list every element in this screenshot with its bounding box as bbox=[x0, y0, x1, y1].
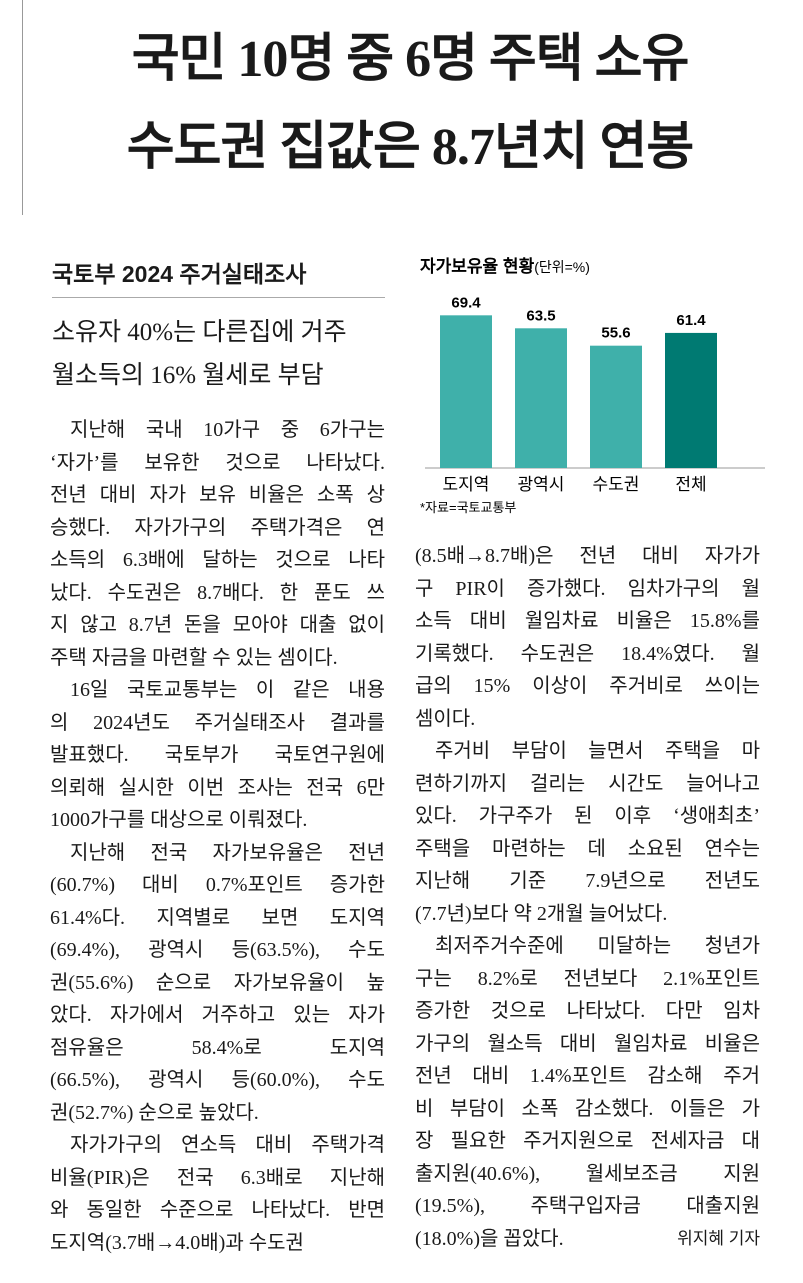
text-line: 급의 15% 이상이 주거비로 쓰이는 bbox=[415, 675, 760, 697]
kicker: 국토부 2024 주거실태조사 bbox=[52, 261, 307, 287]
text-line: 출지원(40.6%), 월세보조금 지원 bbox=[415, 1162, 760, 1185]
text-line: 증가한 것으로 나타났다. 다만 임차 bbox=[415, 1000, 760, 1022]
text-line: 의뢰해 실시한 이번 조사는 전국 6만 bbox=[50, 776, 385, 799]
rule bbox=[52, 297, 385, 298]
text-line: 셈이다. bbox=[415, 707, 476, 730]
bar bbox=[665, 332, 717, 468]
text-line: (8.5배→8.7배)은 전년 대비 자가가 bbox=[415, 545, 760, 567]
category-label: 도지역 bbox=[443, 475, 490, 494]
bar bbox=[440, 315, 492, 468]
text-line: 의 2024년도 주거실태조사 결과를 bbox=[50, 711, 385, 734]
text-line: 도지역(3.7배→4.0배)과 수도권 bbox=[50, 1231, 304, 1254]
text-line: 16일 국토교통부는 이 같은 내용 bbox=[70, 679, 385, 701]
text-line: 최저주거수준에 미달하는 청년가 bbox=[435, 935, 760, 957]
chart-title: 자가보유율 현황 bbox=[420, 257, 535, 276]
text-line: 았다. 자가에서 거주하고 있는 자가 bbox=[50, 1004, 385, 1026]
category-label: 광역시 bbox=[518, 475, 565, 494]
text-line: 자가가구의 연소득 대비 주택가격 bbox=[70, 1134, 385, 1156]
text-line: 가구의 월소득 대비 월임차료 비율은 bbox=[415, 1032, 760, 1055]
headline: 수도권 집값은 8.7년치 연봉 bbox=[126, 119, 694, 176]
text-line: 지난해 기준 7.9년으로 전년도 bbox=[415, 870, 760, 892]
text-line: (69.4%), 광역시 등(63.5%), 수도 bbox=[50, 939, 385, 961]
text-line: (18.0%)을 꼽았다. bbox=[415, 1227, 564, 1250]
text-line: 점유율은 58.4%로 도지역 bbox=[50, 1036, 385, 1059]
text-line: 주거비 부담이 늘면서 주택을 마 bbox=[435, 740, 760, 762]
text-line: 장 필요한 주거지원으로 전세자금 대 bbox=[415, 1130, 760, 1152]
text-line: 1000가구를 대상으로 이뤄졌다. bbox=[50, 809, 308, 831]
text-line: 비율(PIR)은 전국 6.3배로 지난해 bbox=[50, 1166, 385, 1189]
byline: 위지혜 기자 bbox=[677, 1228, 760, 1248]
text-line: 났다. 수도권은 8.7배다. 한 푼도 쓰 bbox=[50, 581, 385, 604]
text-line: 지난해 전국 자가보유율은 전년 bbox=[70, 841, 385, 864]
bar bbox=[590, 345, 642, 468]
text-line: 구 PIR이 증가했다. 임차가구의 월 bbox=[415, 577, 760, 600]
text-line: 주택 자금을 마련할 수 있는 셈이다. bbox=[50, 646, 338, 669]
text-line: 전년 대비 자가 보유 비율은 소폭 상 bbox=[50, 484, 385, 506]
text-line: 지난해 국내 10가구 중 6가구는 bbox=[70, 419, 385, 441]
data-label: 69.4 bbox=[451, 294, 481, 311]
text-line: 권(55.6%) 순으로 자가보유율이 높 bbox=[50, 971, 385, 994]
subhead: 소유자 40%는 다른집에 거주 bbox=[52, 319, 347, 346]
category-label: 수도권 bbox=[593, 475, 640, 494]
text-line: 비 부담이 소폭 감소했다. 이들은 가 bbox=[415, 1097, 760, 1120]
column: 지난해 국내 10가구 중 6가구는 ‘자가’를 보유한 것으로 나타났다. 전년 … bbox=[50, 414, 385, 1259]
text-line: 권(52.7%) 순으로 높았다. bbox=[50, 1101, 259, 1124]
subhead: 월소득의 16% 월세로 부담 bbox=[52, 362, 324, 389]
text-line: ‘자가’를 보유한 것으로 나타났다. bbox=[50, 451, 385, 474]
text-line: 와 동일한 수준으로 나타났다. 반면 bbox=[50, 1199, 385, 1221]
text-line: 소득 대비 월임차료 비율은 15.8%를 bbox=[415, 610, 760, 632]
text-line: (66.5%), 광역시 등(60.0%), 수도 bbox=[50, 1069, 385, 1091]
text-line: 있다. 가구주가 된 이후 ‘생애최초’ bbox=[415, 805, 760, 827]
text-line: 61.4%다. 지역별로 보면 도지역 bbox=[50, 906, 385, 929]
bar bbox=[515, 328, 567, 468]
category-label: 전체 bbox=[675, 475, 706, 494]
text-line: 주택을 마련하는 데 소요된 연수는 bbox=[415, 837, 760, 860]
text-line: (7.7년)보다 약 2개월 늘어났다. bbox=[415, 902, 668, 925]
text-line-row: (18.0%)을 꼽았다. 위지혜 기자 bbox=[415, 1223, 760, 1256]
text-line: 기록했다. 수도권은 18.4%였다. 월 bbox=[415, 642, 760, 665]
text-line: 구는 8.2%로 전년보다 2.1%포인트 bbox=[415, 967, 760, 990]
chart: 자가보유율 현황(단위=%) *자료=국토교통부 69.4 도지역 63.5 광역시 5… bbox=[420, 257, 765, 515]
rule bbox=[22, 0, 23, 215]
text-line: (19.5%), 주택구입자금 대출지원 bbox=[415, 1195, 760, 1217]
text-line: 전년 대비 1.4%포인트 감소해 주거 bbox=[415, 1065, 760, 1087]
data-label: 61.4 bbox=[676, 312, 706, 329]
text-line: (60.7%) 대비 0.7%포인트 증가한 bbox=[50, 874, 385, 896]
text-line: 소득의 6.3배에 달하는 것으로 나타 bbox=[50, 549, 385, 571]
text-line: 승했다. 자가가구의 주택가격은 연 bbox=[50, 516, 385, 539]
chart-unit: (단위=%) bbox=[534, 259, 590, 275]
chart-source: *자료=국토교통부 bbox=[420, 500, 516, 515]
data-label: 63.5 bbox=[526, 307, 555, 324]
text-line: 련하기까지 걸리는 시간도 늘어나고 bbox=[415, 772, 760, 795]
text-line: 지 않고 8.7년 돈을 모아야 대출 없이 bbox=[50, 614, 385, 636]
chart-title: 자가보유율 현황(단위=%) bbox=[420, 257, 590, 276]
data-label: 55.6 bbox=[601, 325, 630, 342]
text-line: 발표했다. 국토부가 국토연구원에 bbox=[50, 744, 385, 766]
headline: 국민 10명 중 6명 주택 소유 bbox=[131, 31, 690, 88]
